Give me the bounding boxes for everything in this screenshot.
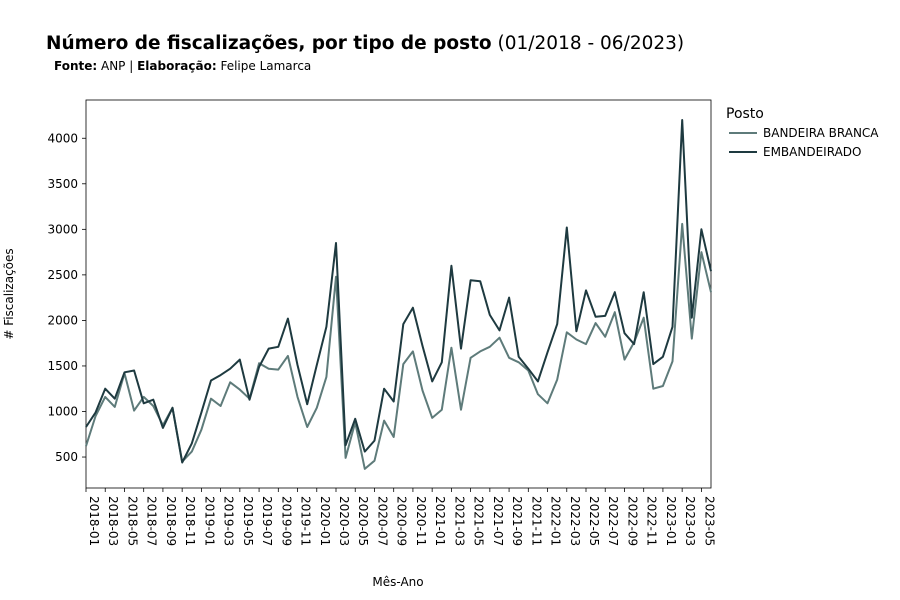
- x-tick-label: 2023-05: [702, 496, 716, 546]
- legend-title: Posto: [726, 106, 764, 122]
- x-tick-label: 2020-01: [318, 496, 332, 546]
- x-tick-label: 2019-01: [202, 496, 216, 546]
- x-tick-label: 2023-03: [683, 496, 697, 546]
- legend-label: BANDEIRA BRANCA: [763, 126, 879, 140]
- x-tick-label: 2021-01: [433, 496, 447, 546]
- x-tick-label: 2021-07: [491, 496, 505, 546]
- x-tick-label: 2019-11: [299, 496, 313, 546]
- chart-subtitle: Fonte: ANP | Elaboração: Felipe Lamarca: [54, 59, 311, 73]
- x-tick-label: 2022-05: [587, 496, 601, 546]
- x-tick-label: 2022-01: [549, 496, 563, 546]
- y-tick-label: 2500: [47, 268, 78, 282]
- x-tick-label: 2021-11: [529, 496, 543, 546]
- x-tick-label: 2022-09: [625, 496, 639, 546]
- x-tick-label: 2020-07: [375, 496, 389, 546]
- chart-title-bold: Número de fiscalizações, por tipo de pos…: [46, 33, 492, 54]
- x-tick-label: 2019-05: [241, 496, 255, 546]
- source-value: ANP |: [101, 59, 134, 73]
- x-tick-label: 2018-11: [183, 496, 197, 546]
- x-tick-label: 2019-07: [260, 496, 274, 546]
- source-label: Fonte:: [54, 59, 98, 73]
- x-tick-label: 2022-07: [606, 496, 620, 546]
- x-tick-label: 2020-09: [395, 496, 409, 546]
- y-tick-label: 1000: [47, 404, 78, 418]
- x-tick-label: 2022-11: [645, 496, 659, 546]
- y-tick-label: 500: [55, 450, 78, 464]
- x-tick-label: 2023-01: [664, 496, 678, 546]
- y-axis: 500 1000 1500 2000 2500 3000 3500 4000: [47, 131, 86, 464]
- x-tick-label: 2018-01: [87, 496, 101, 546]
- author-label: Elaboração:: [137, 59, 217, 73]
- x-axis: 2018-01 2018-03 2018-05 2018-07 2018-09 2018-…: [85, 488, 716, 546]
- x-tick-label: 2021-03: [452, 496, 466, 546]
- legend: Posto BANDEIRA BRANCA EMBANDEIRADO: [726, 106, 879, 159]
- x-tick-label: 2020-03: [337, 496, 351, 546]
- x-tick-label: 2018-05: [125, 496, 139, 546]
- chart-title: Número de fiscalizações, por tipo de pos…: [46, 33, 684, 54]
- x-axis-title: Mês-Ano: [372, 575, 423, 589]
- x-tick-label: 2020-11: [414, 496, 428, 546]
- author-value: Felipe Lamarca: [220, 59, 312, 73]
- x-tick-label: 2022-03: [568, 496, 582, 546]
- y-tick-label: 3500: [47, 177, 78, 191]
- x-tick-label: 2018-09: [164, 496, 178, 546]
- chart-title-period: (01/2018 - 06/2023): [497, 33, 685, 54]
- y-tick-label: 1500: [47, 359, 78, 373]
- y-tick-label: 3000: [47, 222, 78, 236]
- x-tick-label: 2021-09: [510, 496, 524, 546]
- x-tick-label: 2020-05: [356, 496, 370, 546]
- x-tick-label: 2019-09: [279, 496, 293, 546]
- legend-label: EMBANDEIRADO: [763, 145, 861, 159]
- y-axis-title: # Fiscalizações: [2, 248, 16, 339]
- x-tick-label: 2018-03: [106, 496, 120, 546]
- series-line-bandeira-branca: [85, 222, 712, 470]
- y-tick-label: 2000: [47, 313, 78, 327]
- y-tick-label: 4000: [47, 131, 78, 145]
- plot-frame: [85, 99, 712, 489]
- x-tick-label: 2018-07: [145, 496, 159, 546]
- x-tick-label: 2019-03: [222, 496, 236, 546]
- series-line-embandeirado: [85, 119, 712, 464]
- x-tick-label: 2021-05: [472, 496, 486, 546]
- series-lines: [85, 119, 712, 470]
